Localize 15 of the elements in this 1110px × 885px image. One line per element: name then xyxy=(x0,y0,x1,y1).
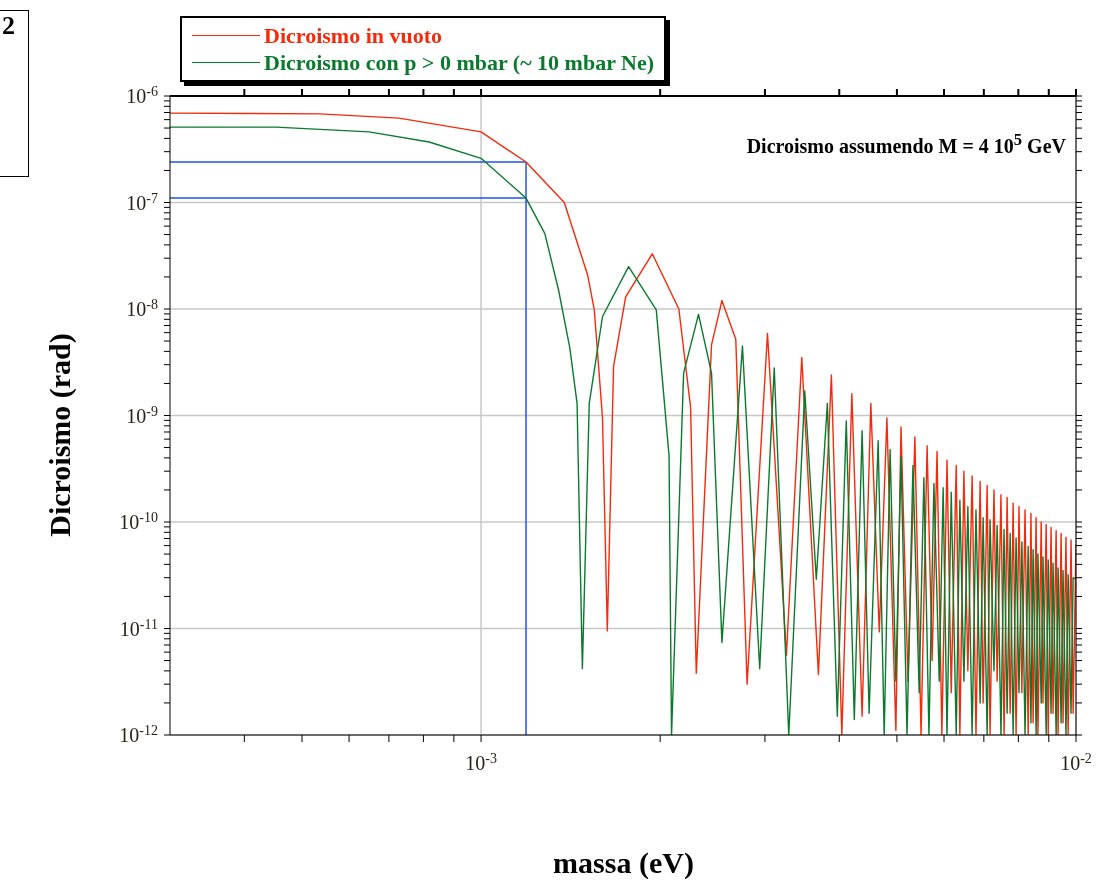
legend-label: Dicroismo con p > 0 mbar (~ 10 mbar Ne) xyxy=(264,49,655,76)
y-tick-label: 10$^{-6}$ xyxy=(126,83,158,107)
y-tick-label: 10$^{-11}$ xyxy=(119,616,158,640)
y-tick-label: 10$^{-7}$ xyxy=(126,190,158,214)
legend-label: Dicroismo in vuoto xyxy=(264,22,443,49)
text: 2 xyxy=(0,10,29,177)
y-tick-label: 10$^{-12}$ xyxy=(119,722,158,746)
y-tick-label: 10$^{-8}$ xyxy=(126,296,158,320)
x-axis-title: massa (eV) xyxy=(552,846,695,880)
x-tick-label: 10$^{-2}$ xyxy=(1060,750,1092,774)
y-tick-label: 10$^{-9}$ xyxy=(126,403,158,427)
y-tick-label: 10$^{-10}$ xyxy=(119,509,158,533)
annotation: Dicroismo assumendo M = 4 10$^{5}$ GeV xyxy=(746,130,1066,158)
y-axis-title: Dicroismo (rad) xyxy=(43,333,77,537)
x-tick-label: 10$^{-3}$ xyxy=(465,750,497,774)
